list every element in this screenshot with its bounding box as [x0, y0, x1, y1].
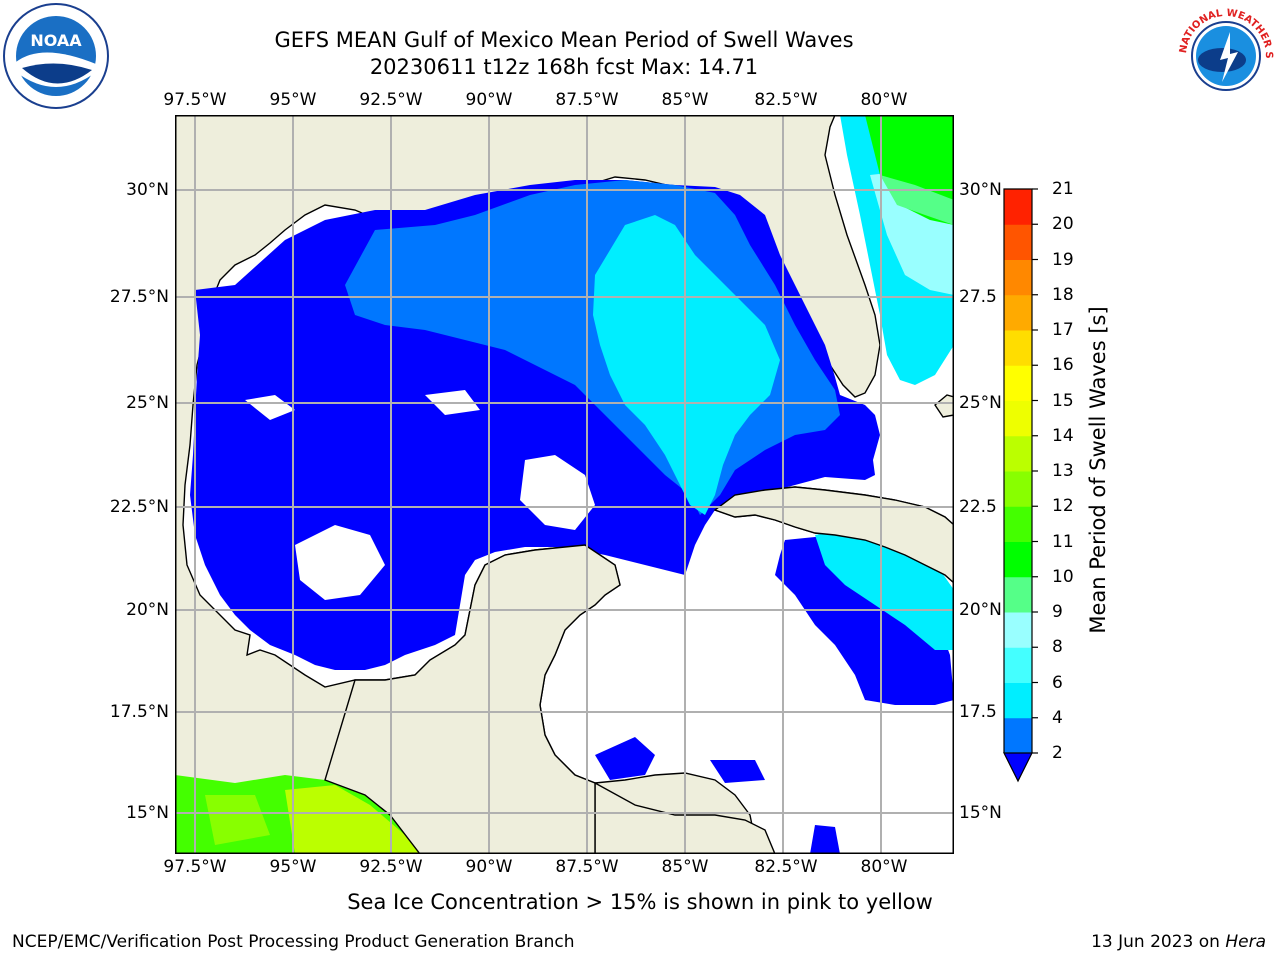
lon-label-bottom: 82.5°W [754, 857, 818, 877]
graticule [175, 115, 954, 854]
lat-label-right: 27.5 [959, 287, 997, 307]
page-subtitle: 20230611 t12z 168h fcst Max: 14.71 [369, 55, 759, 79]
colorbar-tick-label: 20 [1052, 214, 1074, 235]
lat-label-left: 25°N [126, 393, 169, 413]
colorbar-tick-label: 18 [1052, 284, 1074, 305]
colorbar-tick-label: 13 [1052, 461, 1074, 481]
contour-6-8s [593, 215, 780, 515]
lon-label-top: 82.5°W [754, 90, 818, 110]
colorbar-band [1004, 576, 1032, 613]
noaa-logo-text: NOAA [30, 31, 82, 50]
lat-label-right: 15°N [959, 803, 1002, 823]
lat-label-left: 15°N [126, 803, 169, 823]
contour-atlantic-mid-green [880, 175, 954, 225]
colorbar-tick-label: 16 [1052, 355, 1074, 376]
colorbar-band [1004, 541, 1032, 578]
lat-label-left: 20°N [126, 600, 169, 620]
colorbar-band [1004, 647, 1032, 683]
colorbar-band [1004, 259, 1032, 296]
contour-caribbean-blue-2 [595, 737, 655, 780]
no-data-hole-2 [520, 455, 595, 530]
colorbar-tick-label: 14 [1052, 425, 1074, 446]
colorbar-tick-label: 12 [1052, 496, 1074, 517]
no-data-hole-3 [245, 395, 295, 420]
colorbar-tick-label: 17 [1052, 320, 1074, 340]
lat-label-left: 30°N [126, 180, 169, 200]
lon-label-bottom: 92.5°W [359, 857, 423, 877]
swell-contours [175, 115, 954, 854]
contour-caribbean-blue [775, 535, 954, 705]
lat-label-left: 27.5°N [109, 287, 169, 307]
colorbar-band [1004, 224, 1032, 260]
lon-label-bottom: 97.5°W [163, 857, 227, 877]
land-bahamas [934, 394, 954, 418]
colorbar-tick-label: 8 [1052, 637, 1063, 658]
lon-label-top: 97.5°W [163, 90, 227, 110]
lon-label-bottom: 95°W [269, 857, 317, 877]
lon-label-bottom: 90°W [465, 857, 513, 877]
colorbar-tick-label: 6 [1052, 672, 1063, 693]
colorbar-band [1004, 294, 1032, 331]
colorbar-band [1004, 330, 1032, 366]
footer-machine: Hera [1225, 932, 1266, 952]
nws-logo: NATIONAL WEATHER SERVICE [1172, 2, 1276, 106]
swell-period-map [175, 115, 954, 854]
lon-label-bottom: 80°W [860, 857, 908, 877]
colorbar-tick-label: 10 [1052, 566, 1074, 587]
colorbar-tick-label: 9 [1052, 602, 1063, 622]
colorbar-band [1004, 612, 1032, 648]
colorbar-band [1004, 506, 1032, 542]
contour-caribbean-blue-3 [710, 760, 765, 783]
lon-label-top: 87.5°W [555, 90, 619, 110]
contour-pacific-yellowgreen [285, 785, 420, 854]
colorbar-tick-label: 15 [1052, 390, 1074, 411]
colorbar-band [1004, 435, 1032, 472]
lat-label-right: 25°N [959, 393, 1002, 413]
page-title: GEFS MEAN Gulf of Mexico Mean Period of … [274, 28, 854, 52]
noaa-logo: NOAA [3, 3, 109, 109]
lat-label-right: 22.5 [959, 497, 997, 517]
colorbar-band [1004, 400, 1032, 437]
colorbar-band [1004, 682, 1032, 719]
colorbar-tick-label: 21 [1052, 179, 1074, 199]
colorbar-band [1004, 365, 1032, 401]
lon-label-top: 95°W [269, 90, 317, 110]
lon-label-bottom: 87.5°W [555, 857, 619, 877]
lat-label-left: 22.5°N [109, 497, 169, 517]
colorbar-tick-label: 19 [1052, 249, 1074, 270]
colorbar-tick-label: 2 [1052, 743, 1063, 763]
colorbar-tick-label: 11 [1052, 531, 1074, 552]
contour-caribbean-blue-4 [810, 825, 840, 854]
lon-label-top: 85°W [661, 90, 709, 110]
lat-label-right: 20°N [959, 600, 1002, 620]
colorbar [1003, 188, 1038, 783]
lon-label-top: 80°W [860, 90, 908, 110]
sea-ice-note: Sea Ice Concentration > 15% is shown in … [347, 890, 933, 914]
colorbar-band [1004, 189, 1032, 225]
map-frame [175, 115, 954, 854]
footer-date: 13 Jun 2023 on Hera [1091, 932, 1266, 952]
lon-label-top: 90°W [465, 90, 513, 110]
colorbar-label: Mean Period of Swell Waves [s] [1086, 306, 1110, 634]
footer-date-text: 13 Jun 2023 on [1091, 932, 1226, 952]
lat-label-right: 17.5 [959, 702, 997, 722]
lon-label-bottom: 85°W [661, 857, 709, 877]
colorbar-extend-triangle [1003, 752, 1033, 783]
lat-label-right: 30°N [959, 180, 1002, 200]
footer-credit: NCEP/EMC/Verification Post Processing Pr… [12, 932, 575, 952]
lon-label-top: 92.5°W [359, 90, 423, 110]
no-data-hole-1 [295, 525, 385, 600]
colorbar-tick-label: 4 [1052, 707, 1063, 728]
colorbar-band [1004, 717, 1032, 754]
land-yucatan [324, 486, 954, 854]
colorbar-band [1004, 471, 1032, 507]
lat-label-left: 17.5°N [109, 702, 169, 722]
contour-pacific-lightgreen [205, 795, 270, 845]
